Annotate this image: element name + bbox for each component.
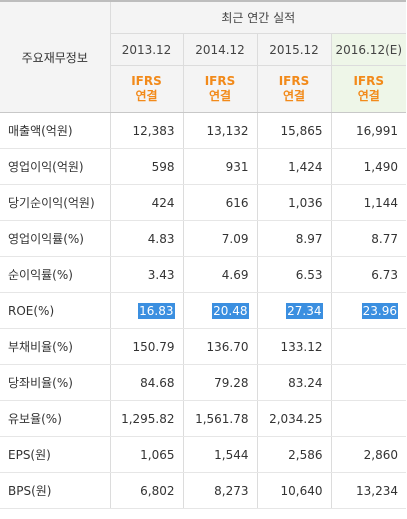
- row-label: EPS(원): [0, 436, 111, 473]
- table-row-operating-profit: 영업이익(억원) 598 931 1,424 1,490: [0, 148, 406, 185]
- ifrs-label: IFRS: [131, 74, 162, 88]
- cell-value: 424: [110, 184, 183, 221]
- cell-value: 13,234: [330, 472, 406, 509]
- cell-value: 79.28: [182, 364, 257, 401]
- cell-value: 931: [182, 148, 257, 185]
- ifrs-badge: IFRS 연결: [330, 65, 406, 113]
- cell-value: 7.09: [182, 220, 257, 257]
- consolidated-label: 연결: [357, 89, 380, 103]
- cell-value[interactable]: 27.34: [256, 292, 331, 329]
- ifrs-badge: IFRS 연결: [256, 65, 331, 113]
- table-row-roe: ROE(%) 16.83 20.48 27.34 23.96: [0, 292, 406, 329]
- cell-value[interactable]: 23.96: [330, 292, 406, 329]
- table-row-bps: BPS(원) 6,802 8,273 10,640 13,234: [0, 472, 406, 509]
- cell-value: [330, 328, 406, 365]
- consolidated-label: 연결: [208, 89, 232, 103]
- row-label: ROE(%): [0, 292, 111, 329]
- cell-value: [330, 400, 406, 437]
- table-row-reserve-ratio: 유보율(%) 1,295.82 1,561.78 2,034.25: [0, 400, 406, 437]
- year-header-estimate: 2016.12(E): [330, 33, 406, 66]
- table-row-operating-margin: 영업이익률(%) 4.83 7.09 8.97 8.77: [0, 220, 406, 257]
- cell-value: 1,490: [330, 148, 406, 185]
- cell-value: 8,273: [182, 472, 257, 509]
- cell-value: 8.77: [330, 220, 406, 257]
- cell-value: 1,065: [110, 436, 183, 473]
- financial-table: 주요재무정보 최근 연간 실적 2013.12 2014.12 2015.12 …: [0, 0, 406, 509]
- ifrs-label: IFRS: [353, 74, 385, 88]
- consolidated-label: 연결: [135, 89, 158, 103]
- table-row-net-margin: 순이익률(%) 3.43 4.69 6.53 6.73: [0, 256, 406, 293]
- row-label: BPS(원): [0, 472, 111, 509]
- cell-value: 4.83: [110, 220, 183, 257]
- ifrs-label: IFRS: [278, 74, 310, 88]
- row-label: 유보율(%): [0, 400, 111, 437]
- year-header: 2015.12: [256, 33, 331, 66]
- cell-value: [330, 364, 406, 401]
- cell-value[interactable]: 16.83: [110, 292, 183, 329]
- row-label: 당좌비율(%): [0, 364, 111, 401]
- row-label: 매출액(억원): [0, 112, 111, 149]
- table-row-net-income: 당기순이익(억원) 424 616 1,036 1,144: [0, 184, 406, 221]
- row-label: 부채비율(%): [0, 328, 111, 365]
- row-header-label: 주요재무정보: [0, 0, 111, 113]
- cell-value: 616: [182, 184, 257, 221]
- selected-text: 20.48: [212, 302, 249, 319]
- ifrs-label: IFRS: [204, 74, 236, 88]
- cell-value: 12,383: [110, 112, 183, 149]
- cell-value: 136.70: [182, 328, 257, 365]
- table-row-sales: 매출액(억원) 12,383 13,132 15,865 16,991: [0, 112, 406, 149]
- selected-text: 23.96: [361, 302, 398, 319]
- cell-value: 10,640: [256, 472, 331, 509]
- table-row-quick-ratio: 당좌비율(%) 84.68 79.28 83.24: [0, 364, 406, 401]
- cell-value: 3.43: [110, 256, 183, 293]
- selected-text: 16.83: [138, 302, 175, 319]
- year-header: 2014.12: [182, 33, 257, 66]
- cell-value: 6.73: [330, 256, 406, 293]
- cell-value: 150.79: [110, 328, 183, 365]
- cell-value: 2,034.25: [256, 400, 331, 437]
- consolidated-label: 연결: [282, 89, 306, 103]
- cell-value: 15,865: [256, 112, 331, 149]
- cell-value[interactable]: 20.48: [182, 292, 257, 329]
- cell-value: 598: [110, 148, 183, 185]
- cell-value: 1,295.82: [110, 400, 183, 437]
- table-row-eps: EPS(원) 1,065 1,544 2,586 2,860: [0, 436, 406, 473]
- year-header: 2013.12: [110, 33, 183, 66]
- cell-value: 1,544: [182, 436, 257, 473]
- cell-value: 84.68: [110, 364, 183, 401]
- cell-value: 6,802: [110, 472, 183, 509]
- cell-value: 133.12: [256, 328, 331, 365]
- cell-value: 2,860: [330, 436, 406, 473]
- row-label: 당기순이익(억원): [0, 184, 111, 221]
- cell-value: 1,424: [256, 148, 331, 185]
- cell-value: 1,036: [256, 184, 331, 221]
- cell-value: 2,586: [256, 436, 331, 473]
- cell-value: 8.97: [256, 220, 331, 257]
- cell-value: 83.24: [256, 364, 331, 401]
- table-row-debt-ratio: 부채비율(%) 150.79 136.70 133.12: [0, 328, 406, 365]
- cell-value: 6.53: [256, 256, 331, 293]
- ifrs-badge: IFRS 연결: [110, 65, 183, 113]
- ifrs-badge: IFRS 연결: [182, 65, 257, 113]
- row-label: 영업이익률(%): [0, 220, 111, 257]
- cell-value: 16,991: [330, 112, 406, 149]
- cell-value: 13,132: [182, 112, 257, 149]
- period-header: 최근 연간 실적: [110, 0, 406, 34]
- cell-value: 1,144: [330, 184, 406, 221]
- row-label: 영업이익(억원): [0, 148, 111, 185]
- selected-text: 27.34: [286, 302, 323, 319]
- row-label: 순이익률(%): [0, 256, 111, 293]
- cell-value: 4.69: [182, 256, 257, 293]
- cell-value: 1,561.78: [182, 400, 257, 437]
